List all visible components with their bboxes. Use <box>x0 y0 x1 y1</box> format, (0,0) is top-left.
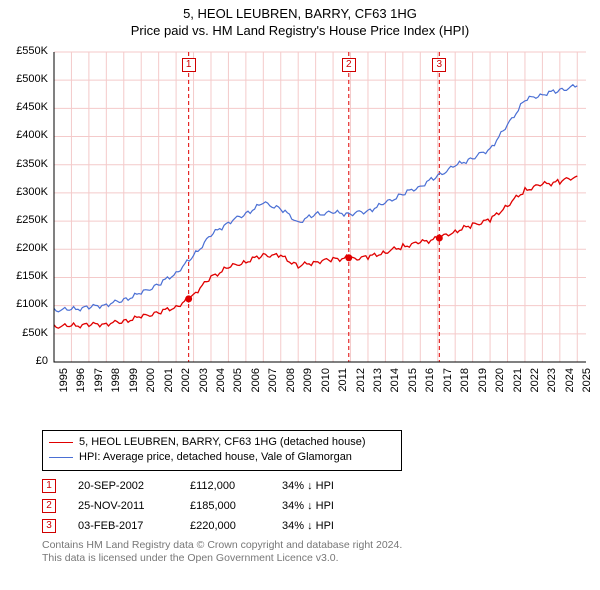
x-tick-label: 2003 <box>198 368 210 398</box>
x-tick-label: 2002 <box>180 368 192 398</box>
event-marker: 2 <box>42 499 56 513</box>
x-tick-label: 2009 <box>302 368 314 398</box>
x-tick-label: 2012 <box>355 368 367 398</box>
event-hpi: 34% ↓ HPI <box>282 480 372 492</box>
y-tick-label: £150K <box>8 270 48 282</box>
y-tick-label: £400K <box>8 129 48 141</box>
footer-line-2: This data is licensed under the Open Gov… <box>42 552 588 566</box>
x-tick-label: 2004 <box>215 368 227 398</box>
chart-plot-area: £0 £50K £100K £150K £200K £250K £300K £350K £400… <box>8 44 592 424</box>
legend-label: HPI: Average price, detached house, Vale… <box>79 450 352 465</box>
event-price: £220,000 <box>190 520 260 532</box>
event-list: 1 20-SEP-2002 £112,000 34% ↓ HPI 2 25-NOV-201… <box>42 479 588 533</box>
x-tick-label: 2010 <box>320 368 332 398</box>
legend-label: 5, HEOL LEUBREN, BARRY, CF63 1HG (detach… <box>79 435 366 450</box>
x-tick-label: 2006 <box>250 368 262 398</box>
x-tick-label: 2018 <box>459 368 471 398</box>
legend-item: 5, HEOL LEUBREN, BARRY, CF63 1HG (detach… <box>49 435 395 450</box>
y-tick-label: £300K <box>8 186 48 198</box>
event-date: 20-SEP-2002 <box>78 480 168 492</box>
x-tick-label: 2014 <box>389 368 401 398</box>
y-tick-label: £350K <box>8 158 48 170</box>
y-tick-label: £50K <box>8 327 48 339</box>
x-tick-label: 2015 <box>407 368 419 398</box>
x-tick-label: 2001 <box>163 368 175 398</box>
event-marker: 3 <box>42 519 56 533</box>
y-tick-label: £250K <box>8 214 48 226</box>
event-row: 3 03-FEB-2017 £220,000 34% ↓ HPI <box>42 519 588 533</box>
event-date: 03-FEB-2017 <box>78 520 168 532</box>
x-tick-label: 2017 <box>442 368 454 398</box>
x-tick-label: 1995 <box>58 368 70 398</box>
event-price: £185,000 <box>190 500 260 512</box>
event-hpi: 34% ↓ HPI <box>282 500 372 512</box>
chart-marker-3: 3 <box>432 58 446 72</box>
x-tick-label: 2025 <box>581 368 593 398</box>
x-tick-label: 2021 <box>512 368 524 398</box>
x-tick-label: 2005 <box>232 368 244 398</box>
event-hpi: 34% ↓ HPI <box>282 520 372 532</box>
x-tick-label: 2024 <box>564 368 576 398</box>
x-tick-label: 1997 <box>93 368 105 398</box>
y-tick-label: £450K <box>8 101 48 113</box>
x-tick-label: 2000 <box>145 368 157 398</box>
event-row: 2 25-NOV-2011 £185,000 34% ↓ HPI <box>42 499 588 513</box>
x-tick-label: 2011 <box>337 368 349 398</box>
chart-title: 5, HEOL LEUBREN, BARRY, CF63 1HG <box>8 6 592 23</box>
x-tick-label: 2019 <box>477 368 489 398</box>
legend-swatch <box>49 442 73 443</box>
chart-marker-2: 2 <box>342 58 356 72</box>
x-tick-label: 2007 <box>267 368 279 398</box>
event-marker: 1 <box>42 479 56 493</box>
y-tick-label: £550K <box>8 45 48 57</box>
event-row: 1 20-SEP-2002 £112,000 34% ↓ HPI <box>42 479 588 493</box>
chart-subtitle: Price paid vs. HM Land Registry's House … <box>8 23 592 40</box>
legend: 5, HEOL LEUBREN, BARRY, CF63 1HG (detach… <box>42 430 402 471</box>
footer-attrib: Contains HM Land Registry data © Crown c… <box>42 539 588 566</box>
event-price: £112,000 <box>190 480 260 492</box>
legend-swatch <box>49 457 73 458</box>
chart-svg <box>8 44 592 424</box>
x-tick-label: 1998 <box>110 368 122 398</box>
x-tick-label: 2020 <box>494 368 506 398</box>
y-tick-label: £0 <box>8 355 48 367</box>
x-tick-label: 2022 <box>529 368 541 398</box>
x-tick-label: 2023 <box>546 368 558 398</box>
y-tick-label: £100K <box>8 298 48 310</box>
x-tick-label: 2008 <box>285 368 297 398</box>
y-tick-label: £500K <box>8 73 48 85</box>
event-date: 25-NOV-2011 <box>78 500 168 512</box>
y-tick-label: £200K <box>8 242 48 254</box>
chart-container: 5, HEOL LEUBREN, BARRY, CF63 1HG Price p… <box>0 0 600 590</box>
legend-item: HPI: Average price, detached house, Vale… <box>49 450 395 465</box>
x-tick-label: 2013 <box>372 368 384 398</box>
chart-marker-1: 1 <box>182 58 196 72</box>
footer-line-1: Contains HM Land Registry data © Crown c… <box>42 539 588 553</box>
x-tick-label: 2016 <box>424 368 436 398</box>
x-tick-label: 1996 <box>75 368 87 398</box>
x-tick-label: 1999 <box>128 368 140 398</box>
